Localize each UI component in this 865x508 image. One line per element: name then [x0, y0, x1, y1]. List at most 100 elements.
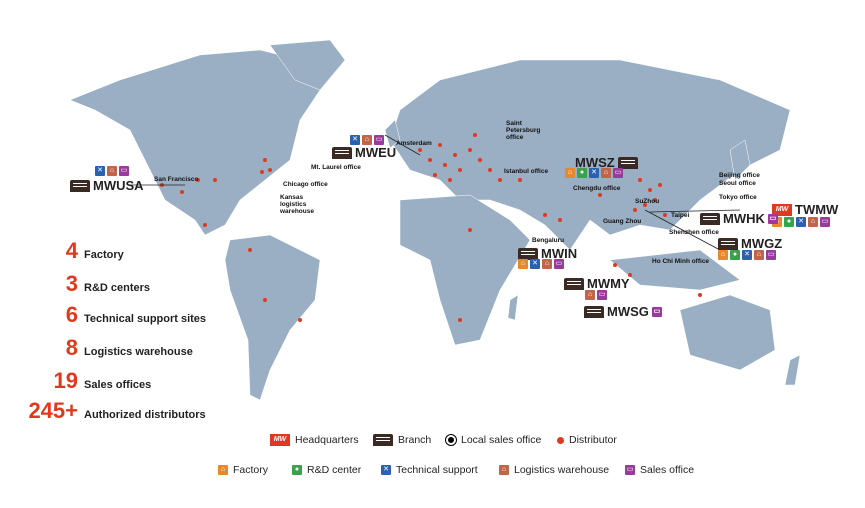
stat-factory: 4 Factory [65, 238, 124, 263]
label-san-francisco: San Francisco [154, 176, 199, 183]
distributor-dot [468, 148, 472, 152]
branch-mwin: MWIN [518, 246, 577, 261]
distributor-dot [268, 168, 272, 172]
sales-icon: ▭ [767, 213, 778, 224]
legend-local-sales: Local sales office [446, 434, 541, 446]
branch-icon [584, 305, 604, 318]
sales-icon: ▭ [820, 217, 830, 227]
branch-mweu: MWEU [332, 145, 396, 160]
distributor-dot [180, 190, 184, 194]
legend-rd: ● R&D center [292, 464, 361, 476]
label-chengdu: Chengdu office [573, 185, 621, 192]
branch-mwusa: MWUSA [70, 178, 144, 193]
distributor-dot [518, 178, 522, 182]
distributor-dot [298, 318, 302, 322]
distributor-dot [648, 188, 652, 192]
branch-mwsz: MWSZ [575, 155, 638, 170]
distributor-dot [643, 203, 647, 207]
tech-icon: ✕ [796, 217, 806, 227]
distributor-dot [638, 178, 642, 182]
branch-icon [518, 247, 538, 260]
sales-icon: ▭ [613, 168, 623, 178]
madagascar [507, 294, 519, 321]
australia [679, 294, 776, 371]
greenland [269, 39, 346, 91]
distributor-dot [458, 168, 462, 172]
label-ho-chi-minh: Ho Chi Minh office [652, 258, 710, 265]
distributor-dot [488, 168, 492, 172]
legend-sales: ▭ Sales office [625, 464, 695, 476]
label-amsterdam: Amsterdam [396, 140, 432, 147]
distributor-dot [598, 193, 602, 197]
distributor-dot [468, 228, 472, 232]
label-chicago: Chicago office [283, 181, 328, 188]
distributor-dot [213, 178, 217, 182]
distributor-dot [658, 183, 662, 187]
logistics-icon: ⌂ [542, 259, 552, 269]
sales-icon: ▭ [651, 306, 662, 317]
label-mt-laurel: Mt. Laurel office [311, 164, 361, 171]
logistics-icon: ⌂ [754, 250, 764, 260]
branch-icon [564, 277, 584, 290]
distributor-dot [698, 293, 702, 297]
branch-twmw: MW TWMW [772, 202, 838, 217]
branch-mwsg: MWSG ▭ [584, 304, 662, 319]
logistics-icon: ⌂ [585, 290, 595, 300]
stat-rd: 3 R&D centers [65, 271, 151, 296]
label-istanbul: Istanbul office [504, 168, 549, 175]
distributor-dot [428, 158, 432, 162]
label-suzhou: SuZhou [635, 198, 660, 205]
label-saint-petersburg: Saint Petersburg office [506, 120, 541, 141]
label-shenzhen: Shenzhen office [669, 229, 719, 236]
distributor-icon [557, 436, 564, 444]
label-bengaluru: Bengaluru [532, 237, 565, 244]
distributor-dot [438, 143, 442, 147]
rd-icon: ● [730, 250, 740, 260]
tech-icon: ✕ [381, 465, 391, 475]
japan [729, 139, 751, 181]
branch-mwgz: MWGZ [718, 236, 782, 251]
distributor-dot [473, 133, 477, 137]
sales-icon: ▭ [119, 166, 129, 176]
distributor-dot [543, 213, 547, 217]
distributor-dot [453, 153, 457, 157]
distributor-dot [663, 213, 667, 217]
branch-icon [332, 146, 352, 159]
factory-icon: ⌂ [218, 465, 228, 475]
logistics-icon: ⌂ [107, 166, 117, 176]
label-seoul: Seoul office [719, 180, 756, 187]
distributor-dot [653, 198, 657, 202]
distributor-dot [418, 148, 422, 152]
distributor-dot [628, 273, 632, 277]
distributor-dot [433, 173, 437, 177]
hq-logo: MW [270, 434, 290, 446]
branch-mwmy: MWMY [564, 276, 630, 291]
logistics-icon: ⌂ [601, 168, 611, 178]
legend-logistics: ⌂ Logistics warehouse [499, 464, 609, 476]
distributor-dot [203, 223, 207, 227]
factory-icon: ⌂ [518, 259, 528, 269]
distributor-dot [248, 248, 252, 252]
distributor-dot [633, 208, 637, 212]
africa [399, 194, 531, 346]
distributor-dot [458, 318, 462, 322]
logistics-icon: ⌂ [499, 465, 509, 475]
label-tokyo: Tokyo office [719, 194, 757, 201]
distributor-dot [498, 178, 502, 182]
branch-icon [718, 237, 738, 250]
legend-headquarters: MW Headquarters [270, 434, 359, 446]
tech-icon: ✕ [350, 135, 360, 145]
stat-tech: 6 Technical support sites [65, 302, 207, 327]
label-beijing: Beijing office [719, 172, 760, 179]
factory-icon: ⌂ [565, 168, 575, 178]
distributor-dot [260, 170, 264, 174]
distributor-dot [443, 163, 447, 167]
label-taipei: Taipei [671, 212, 690, 219]
north-america [69, 49, 321, 236]
sales-icon: ▭ [597, 290, 607, 300]
south-america [224, 234, 321, 401]
branch-mwhk: MWHK ▭ [700, 211, 778, 226]
stat-sales: 19 Sales offices [53, 368, 152, 393]
rd-icon: ● [577, 168, 587, 178]
legend-factory: ⌂ Factory [218, 464, 268, 476]
